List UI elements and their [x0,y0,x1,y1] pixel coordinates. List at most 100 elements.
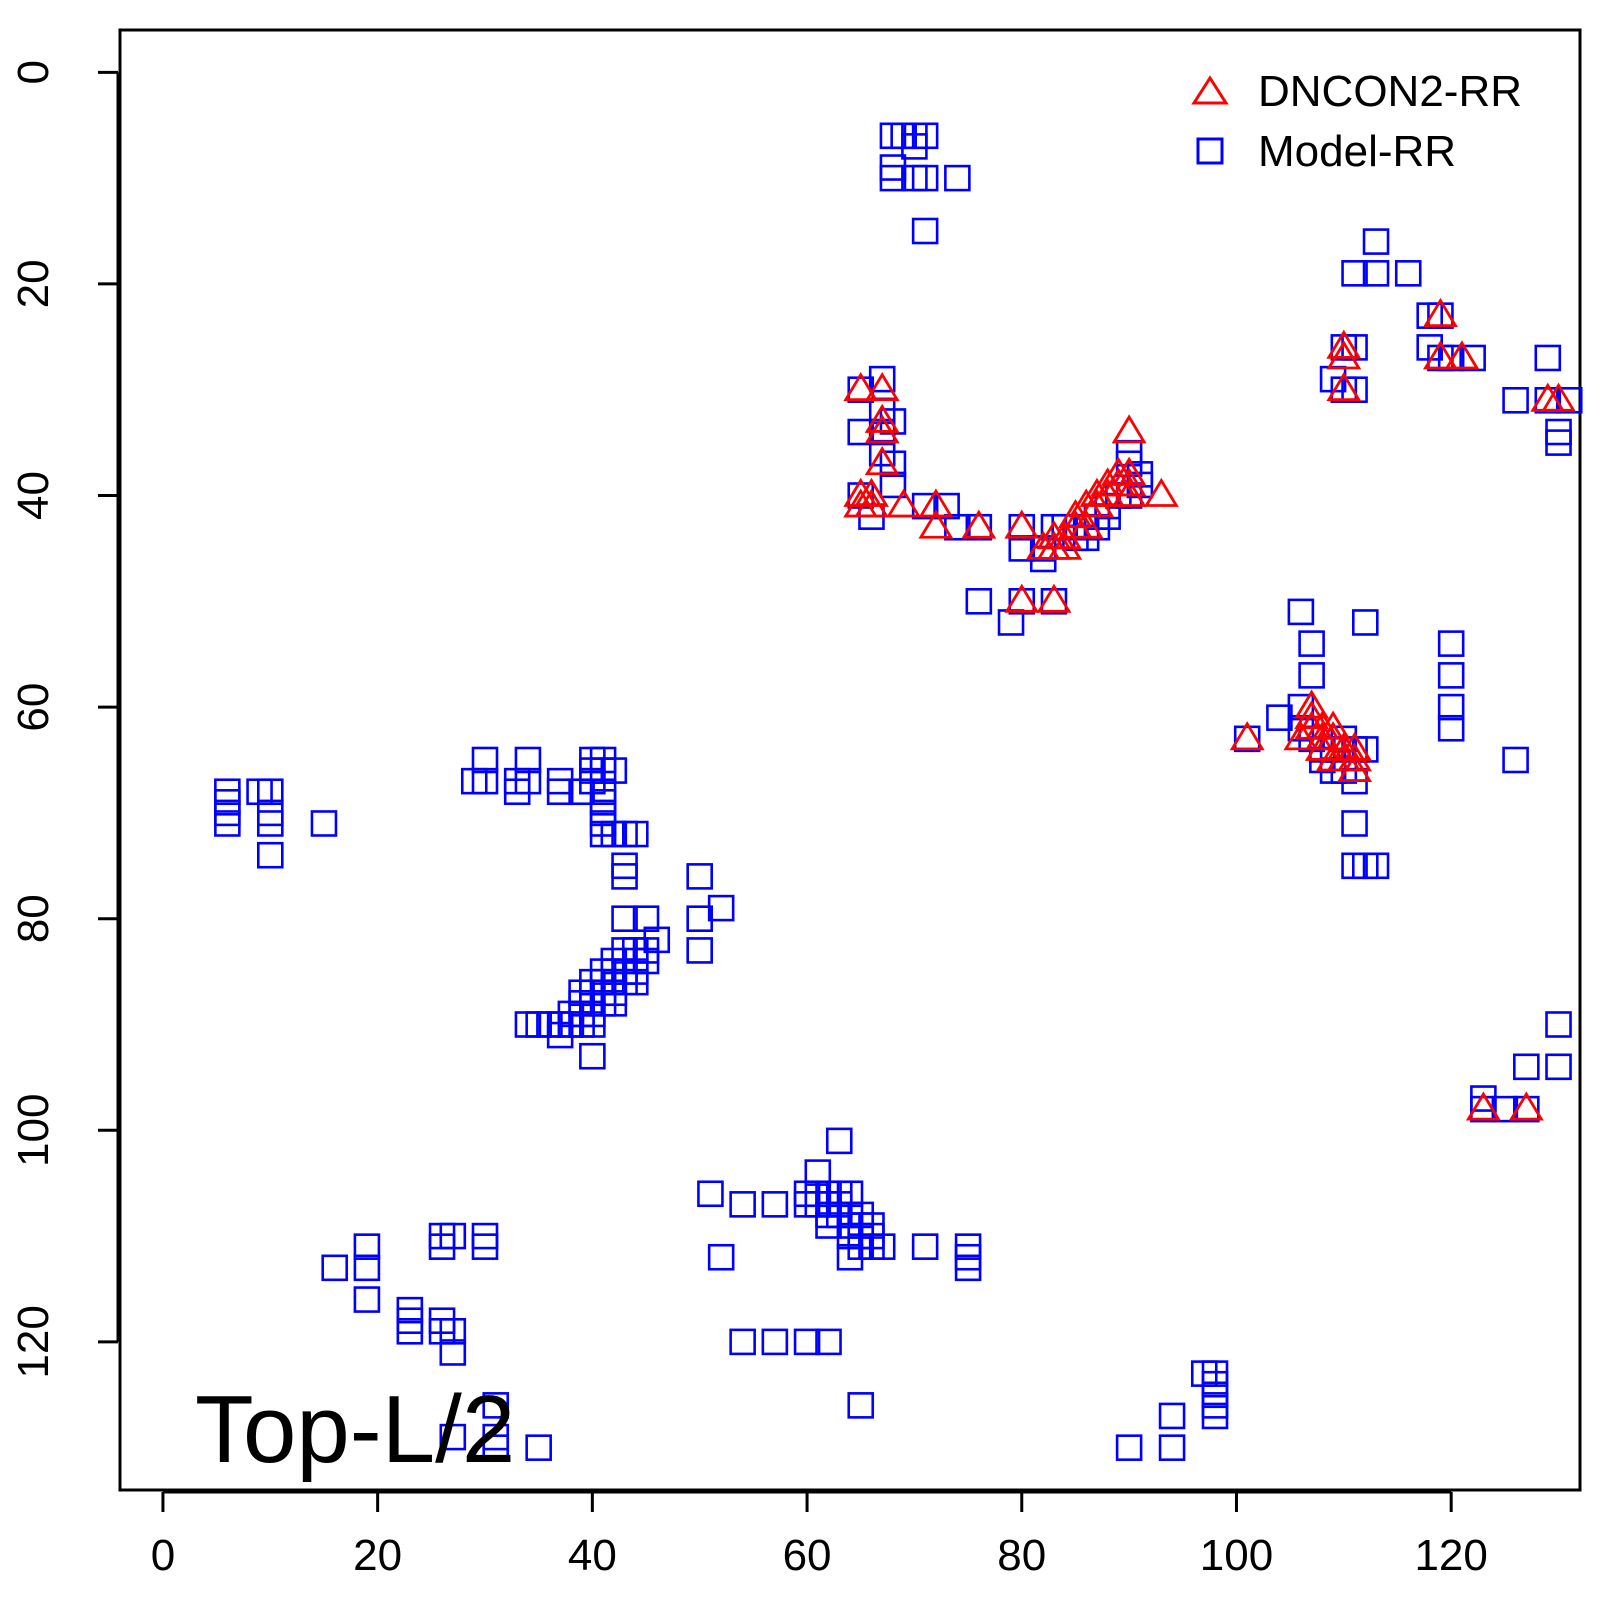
y-tick-label: 20 [9,259,58,308]
model-rr-point [1545,1053,1572,1081]
dncon2-rr-series [843,297,1577,1121]
model-rr-point [761,1191,789,1218]
model-rr-point [911,217,939,245]
model-rr-point [214,810,241,837]
model-rr-point [879,450,907,478]
dncon2-rr-point [1337,742,1373,772]
dncon2-rr-point [1229,721,1265,751]
model-rr-point [1534,386,1562,414]
x-axis: 0 20 40 60 80 100 120 [151,1490,1488,1580]
model-rr-point [1362,228,1390,255]
data-points [214,122,1583,1461]
model-rr-point [686,863,714,890]
dncon2-rr-point [1422,340,1458,370]
model-rr-point [256,841,284,869]
model-rr-point [611,905,638,932]
model-rr-point [471,746,499,774]
model-rr-point [697,1180,724,1208]
model-rr-point [1545,1011,1572,1038]
dncon2-rr-point [1304,731,1340,761]
dncon2-rr-point [1004,509,1040,539]
x-tick-label: 80 [997,1531,1046,1580]
dncon2-rr-point [1004,583,1040,613]
model-rr-point [1233,725,1261,753]
model-rr-point [471,767,499,795]
model-rr-point [1437,630,1465,657]
model-rr-point [1470,1095,1497,1123]
model-rr-point [439,1222,467,1250]
dncon2-rr-point [864,414,900,444]
dncon2-rr-point [1315,710,1351,740]
model-rr-point [1427,302,1454,329]
model-rr-point [579,1042,606,1070]
model-rr-point [1437,344,1465,372]
x-tick-label: 20 [353,1531,402,1580]
model-rr-point [1351,609,1379,636]
dncon2-rr-point [1036,583,1072,613]
dncon2-rr-point [843,371,879,402]
dncon2-rr-point [918,488,954,518]
model-rr-point [1341,376,1368,404]
model-rr-point [729,1328,756,1356]
model-rr-point [868,365,896,393]
y-tick-label: 60 [9,683,58,732]
model-rr-point [525,1434,552,1461]
model-rr-point [847,1392,875,1419]
model-rr-point [815,1212,842,1239]
model-rr-point [1298,630,1325,657]
dncon2-rr-point [1079,488,1115,518]
model-rr-point [621,820,649,848]
dncon2-rr-point [1465,1091,1501,1121]
y-tick-label: 120 [9,1305,58,1378]
legend-label-model: Model-RR [1258,127,1456,176]
model-rr-point [761,1328,789,1356]
y-tick-label: 100 [9,1094,58,1167]
model-rr-point [1513,1053,1540,1081]
model-rr-point [944,164,971,192]
model-rr-point [1008,513,1036,541]
dncon2-rr-point [1111,414,1147,444]
legend-marker-model [1196,137,1224,165]
model-rr-point [353,1233,381,1260]
y-tick-label: 80 [9,894,58,943]
dncon2-rr-point [1444,340,1480,370]
model-rr-point [815,1328,842,1356]
model-rr-point [1008,588,1036,615]
model-rr-point [1266,704,1293,731]
dncon2-rr-point [1508,1091,1544,1121]
model-rr-point [1459,344,1486,372]
legend-label-dncon2: DNCON2-RR [1258,67,1522,116]
dncon2-rr-point [853,477,889,507]
dncon2-rr-point [1315,721,1351,751]
model-rr-point [965,513,993,541]
model-rr-point [1437,714,1465,742]
dncon2-rr-point [1111,477,1147,507]
x-tick-label: 120 [1414,1531,1487,1580]
x-tick-label: 60 [783,1531,832,1580]
model-rr-point [707,1243,735,1271]
dncon2-rr-point [1294,689,1330,719]
dncon2-rr-point [1111,456,1147,486]
model-rr-point [1158,1402,1186,1430]
dncon2-rr-point [1337,731,1373,761]
dncon2-rr-point [961,509,997,539]
model-rr-point [901,133,928,160]
model-rr-point [1298,662,1325,689]
model-rr-point [1362,852,1390,880]
model-rr-point [729,1191,756,1218]
model-rr-point [1362,260,1390,287]
model-rr-point [686,937,714,964]
model-rr-point [793,1328,821,1356]
model-rr-point [1040,588,1068,615]
dncon2-rr-point [1337,752,1373,782]
model-rr-point [1115,1434,1143,1461]
model-rr-point [1437,662,1465,689]
dncon2-rr-point [1143,477,1179,507]
model-rr-point [310,810,338,837]
model-rr-point [611,863,638,890]
dncon2-rr-point [1111,467,1147,497]
model-rr-point [1394,260,1422,287]
dncon2-rr-point [1068,509,1104,539]
dncon2-rr-point [1422,297,1458,328]
